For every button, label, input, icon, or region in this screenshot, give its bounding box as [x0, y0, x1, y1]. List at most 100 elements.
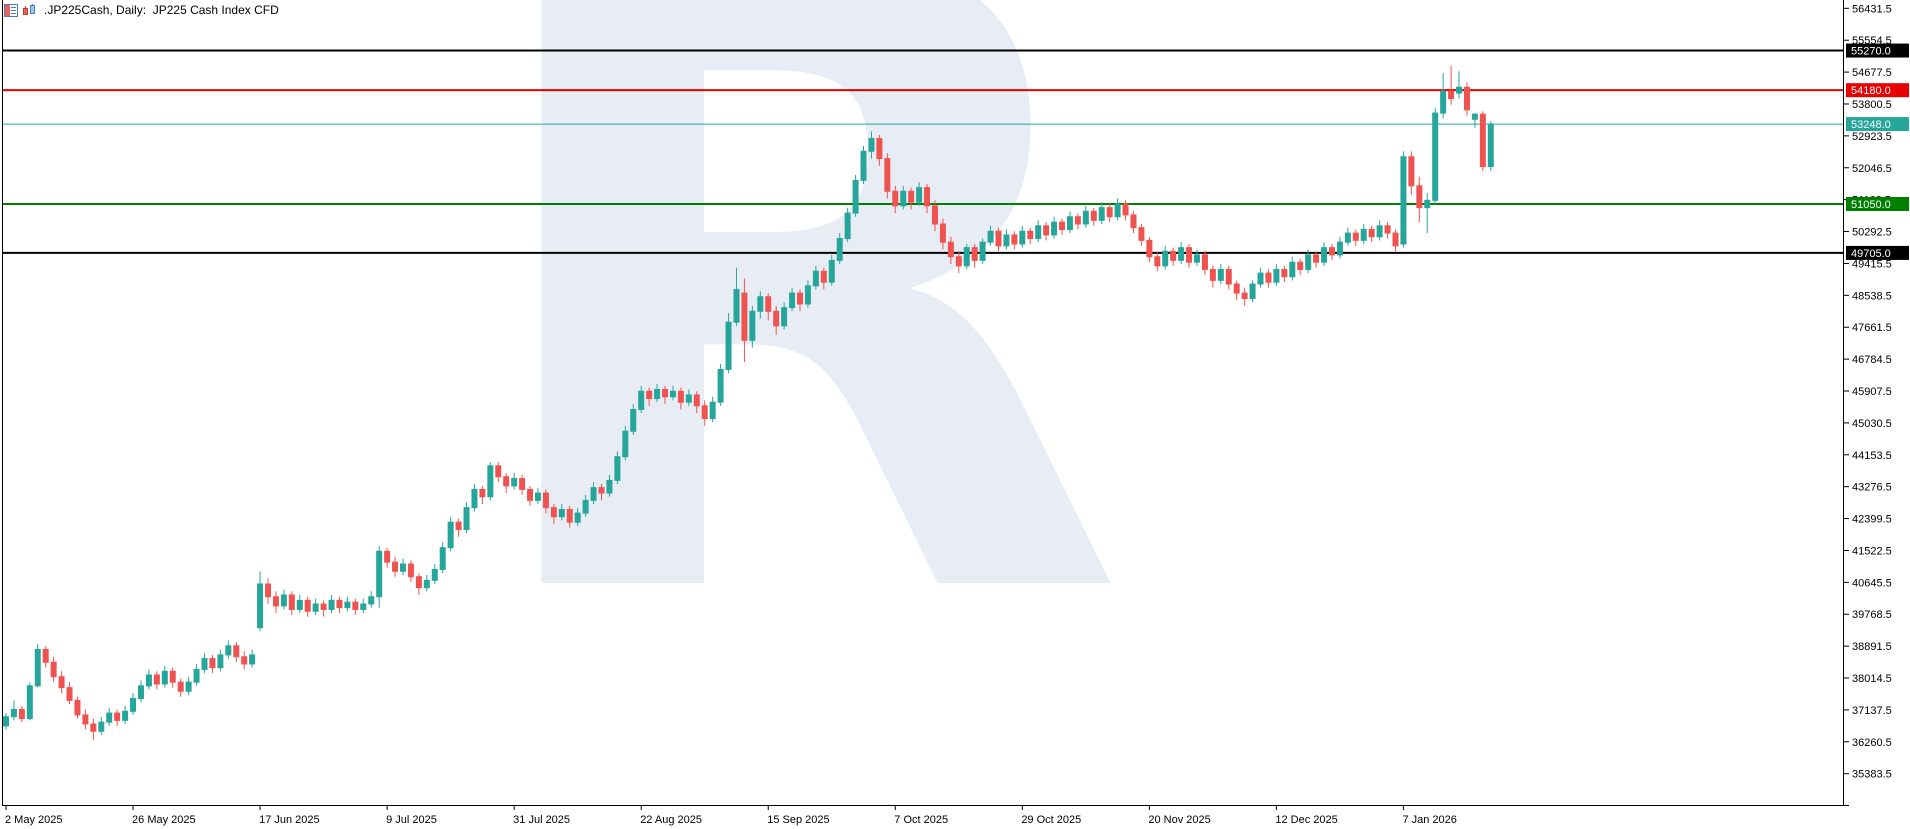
candle-body [1011, 234, 1018, 245]
candle-body [296, 599, 303, 610]
candle-body [1336, 241, 1343, 256]
candle-body [1027, 230, 1034, 240]
candle-body [106, 712, 113, 723]
candle-body [582, 499, 589, 514]
date-tick-label: 15 Sep 2025 [767, 814, 829, 826]
candle-body [979, 241, 986, 261]
candlestick-chart-icon[interactable] [22, 3, 36, 17]
candle-body [1233, 283, 1240, 294]
candle-body [1217, 268, 1224, 281]
candle-body [312, 603, 319, 612]
candle-body [328, 599, 335, 610]
candle-body [662, 388, 669, 398]
candle-body [542, 492, 549, 509]
price-tick-label: 56431.5 [1852, 3, 1892, 15]
candle-body [606, 479, 613, 494]
candle-body [1162, 250, 1169, 267]
candle-body [1321, 247, 1328, 263]
candle-body [1170, 250, 1177, 261]
candle-body [924, 187, 931, 207]
candle-body [10, 708, 17, 718]
candle-body [98, 721, 105, 732]
candle-body [884, 158, 891, 192]
date-tick-label: 9 Jul 2025 [386, 814, 437, 826]
candle-body [1209, 268, 1216, 281]
price-badge[interactable] [1846, 245, 1909, 260]
candle-body [677, 390, 684, 403]
candle-body [1066, 216, 1073, 230]
candle-body [376, 550, 383, 598]
candle-body [90, 723, 97, 732]
candle-body [614, 456, 621, 481]
candle-body [638, 390, 645, 410]
price-tick-label: 40645.5 [1852, 577, 1892, 589]
candle-body [852, 179, 859, 214]
candle-body [114, 712, 121, 721]
candle-body [868, 138, 875, 152]
candle-body [598, 487, 605, 494]
price-badge[interactable] [1846, 197, 1909, 211]
candle-body [18, 708, 25, 720]
price-badge[interactable] [1846, 43, 1909, 58]
candle-body [1408, 156, 1415, 187]
candle-body [479, 488, 486, 498]
candle-body [558, 508, 565, 518]
quotes-grid-icon[interactable] [4, 3, 18, 17]
candle-body [217, 654, 224, 669]
candle-body [1265, 272, 1272, 283]
date-tick-label: 12 Dec 2025 [1275, 814, 1337, 826]
candle-body [1114, 203, 1121, 218]
price-badge-label: 53248.0 [1851, 119, 1891, 131]
price-badge[interactable] [1846, 117, 1909, 132]
candle-body [1201, 254, 1208, 270]
candle-body [892, 190, 899, 207]
candle-body [1328, 247, 1335, 256]
candle-body [693, 394, 700, 407]
price-tick-label: 46784.5 [1852, 354, 1892, 366]
candle-body [1344, 232, 1351, 243]
candle-body [1098, 207, 1105, 221]
candle-body [725, 321, 732, 370]
candle-body [939, 223, 946, 243]
candle-body [280, 594, 287, 607]
price-badge[interactable] [1846, 83, 1909, 98]
candle-body [392, 561, 399, 572]
candle-body [916, 187, 923, 203]
candle-body [987, 230, 994, 243]
candle-body [1297, 261, 1304, 270]
candle-body [344, 601, 351, 609]
candle-body [1122, 203, 1129, 216]
candle-body [1479, 113, 1486, 168]
candle-body [1313, 254, 1320, 263]
candle-body [820, 270, 827, 283]
candle-body [1035, 225, 1042, 240]
candle-body [3, 716, 9, 727]
price-tick-label: 45907.5 [1852, 386, 1892, 398]
candle-body [1019, 230, 1026, 245]
candle-body [400, 563, 406, 572]
candle-body [995, 230, 1002, 247]
candle-body [463, 507, 470, 530]
candle-body [495, 465, 502, 478]
candle-body [1456, 86, 1463, 94]
candle-body [1273, 268, 1280, 283]
candle-body [201, 658, 208, 670]
candle-body [1432, 112, 1439, 201]
price-tick-label: 43276.5 [1852, 482, 1892, 494]
candle-body [1154, 256, 1161, 267]
candle-body [931, 205, 938, 225]
candle-body [709, 401, 716, 420]
candle-body [82, 714, 89, 725]
price-tick-label: 44153.5 [1852, 450, 1892, 462]
candle-body [1059, 221, 1066, 230]
candle-body [741, 292, 748, 341]
candle-body [1368, 228, 1375, 238]
candle-body [574, 512, 581, 523]
price-tick-label: 41522.5 [1852, 545, 1892, 557]
candle-body [828, 259, 835, 283]
price-tick-label: 53800.5 [1852, 99, 1892, 111]
candle-body [161, 670, 168, 685]
candle-body [352, 601, 359, 610]
candle-body [1392, 232, 1399, 247]
